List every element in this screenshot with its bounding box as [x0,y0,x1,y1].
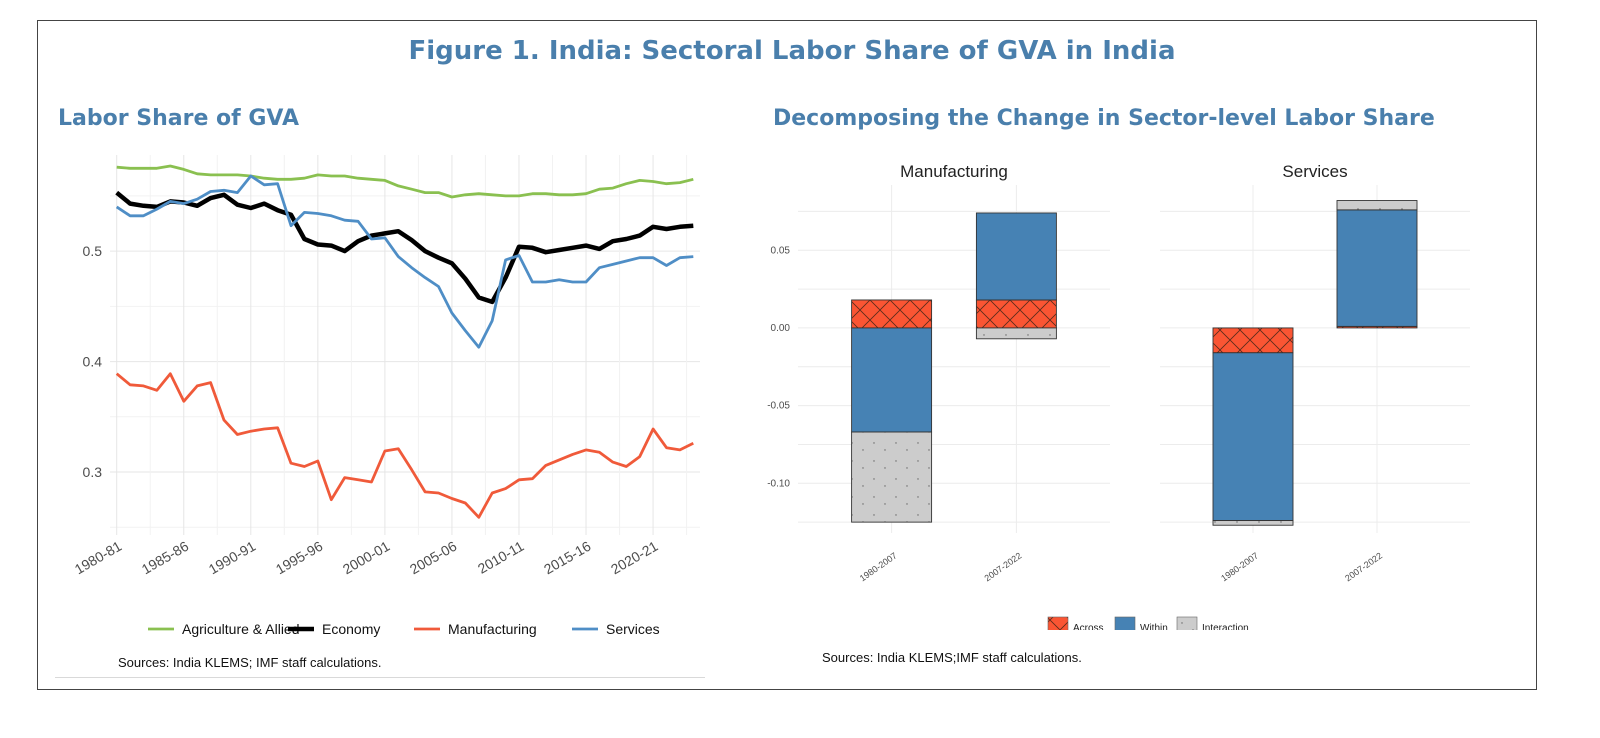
legend-label-interaction: Interaction [1202,623,1249,630]
line-chart-x-ticks: 1980-81 1985-86 1990-91 1995-96 2000-01 2005-… [72,538,661,578]
bar-segment-within [975,212,1057,301]
legend-label-manufacturing: Manufacturing [448,621,537,637]
line-chart-legend: Agriculture & Allied Economy Manufacturing… [148,621,660,637]
y-tick-label: 0.00 [771,323,791,334]
y-tick-label: 0.3 [83,464,103,480]
left-source-note: Sources: India KLEMS; IMF staff calculat… [118,655,382,670]
line-chart-y-ticks: 0.3 0.4 0.5 [83,243,103,480]
y-tick-label: -0.10 [767,478,790,489]
figure-frame [37,20,1537,690]
right-source-note: Sources: India KLEMS;IMF staff calculati… [822,650,1082,665]
x-tick-label: 1980-2007 [858,550,899,583]
bar-segment-across [1212,327,1294,354]
bar-chart-legend: Across Within Interaction [1047,616,1249,630]
legend-label-services: Services [606,621,660,637]
y-tick-label: 0.5 [83,243,103,259]
panel-title: Services [1282,162,1347,181]
y-tick-label: 0.4 [83,354,103,370]
x-tick-label: 1980-81 [72,538,125,578]
x-tick-label: 2005-06 [407,538,460,578]
bar-segment-within [1336,209,1418,327]
bar-chart: -0.10 -0.05 0.00 0.05 Manufacturing 1980-2007… [767,162,1470,630]
y-tick-label: -0.05 [767,401,790,412]
panel-title: Manufacturing [900,162,1008,181]
x-tick-label: 1985-86 [139,538,192,578]
bar-chart-body: -0.10 -0.05 0.00 0.05 Manufacturing 1980-2007… [767,162,1470,583]
x-tick-label: 2020-21 [608,538,661,578]
x-tick-label: 1990-91 [206,538,259,578]
bar-segment-across [975,299,1057,329]
line-chart-grid [110,155,700,535]
left-bottom-rule [55,677,705,678]
line-chart: 0.3 0.4 0.5 1980-81 1985-86 1990-91 1995-96 20… [72,155,700,637]
panel-manufacturing: Manufacturing 1980-2007 2007-2022 [798,162,1110,583]
legend-key-across [1047,616,1069,630]
bar-segment-interaction [975,327,1057,340]
legend-key-interaction [1176,616,1198,630]
series-line-economy [115,190,694,305]
x-tick-label: 1995-96 [273,538,326,578]
legend-label-across: Across [1073,623,1104,630]
series-line-agriculture [116,164,694,199]
series-line-manufacturing [115,372,694,519]
right-panel-title: Decomposing the Change in Sector-level L… [773,106,1435,131]
bar-segment-within [1212,352,1294,522]
x-tick-label: 2010-11 [475,538,527,577]
legend-key-within [1114,616,1136,630]
legend-label-economy: Economy [322,621,380,637]
x-tick-label: 2007-2022 [1343,550,1384,583]
x-tick-label: 2007-2022 [983,550,1024,583]
legend-label-agriculture: Agriculture & Allied [182,621,300,637]
legend-label-within: Within [1140,623,1168,630]
x-tick-label: 2015-16 [541,538,594,578]
figure-title: Figure 1. India: Sectoral Labor Share of… [408,36,1176,66]
x-tick-label: 1980-2007 [1219,550,1260,583]
series-line-services [115,174,694,349]
bar-segment-interaction [1212,520,1294,526]
bar-segment-within [851,327,933,433]
x-tick-label: 2000-01 [340,538,393,578]
bar-segment-across [851,299,933,329]
left-panel-title: Labor Share of GVA [58,106,299,131]
line-chart-series [115,164,694,519]
y-tick-label: 0.05 [771,245,791,256]
bar-segment-interaction [851,431,933,523]
bar-segment-interaction [1336,200,1418,211]
panel-services: Services 1980-2007 2007-2022 [1160,162,1470,583]
